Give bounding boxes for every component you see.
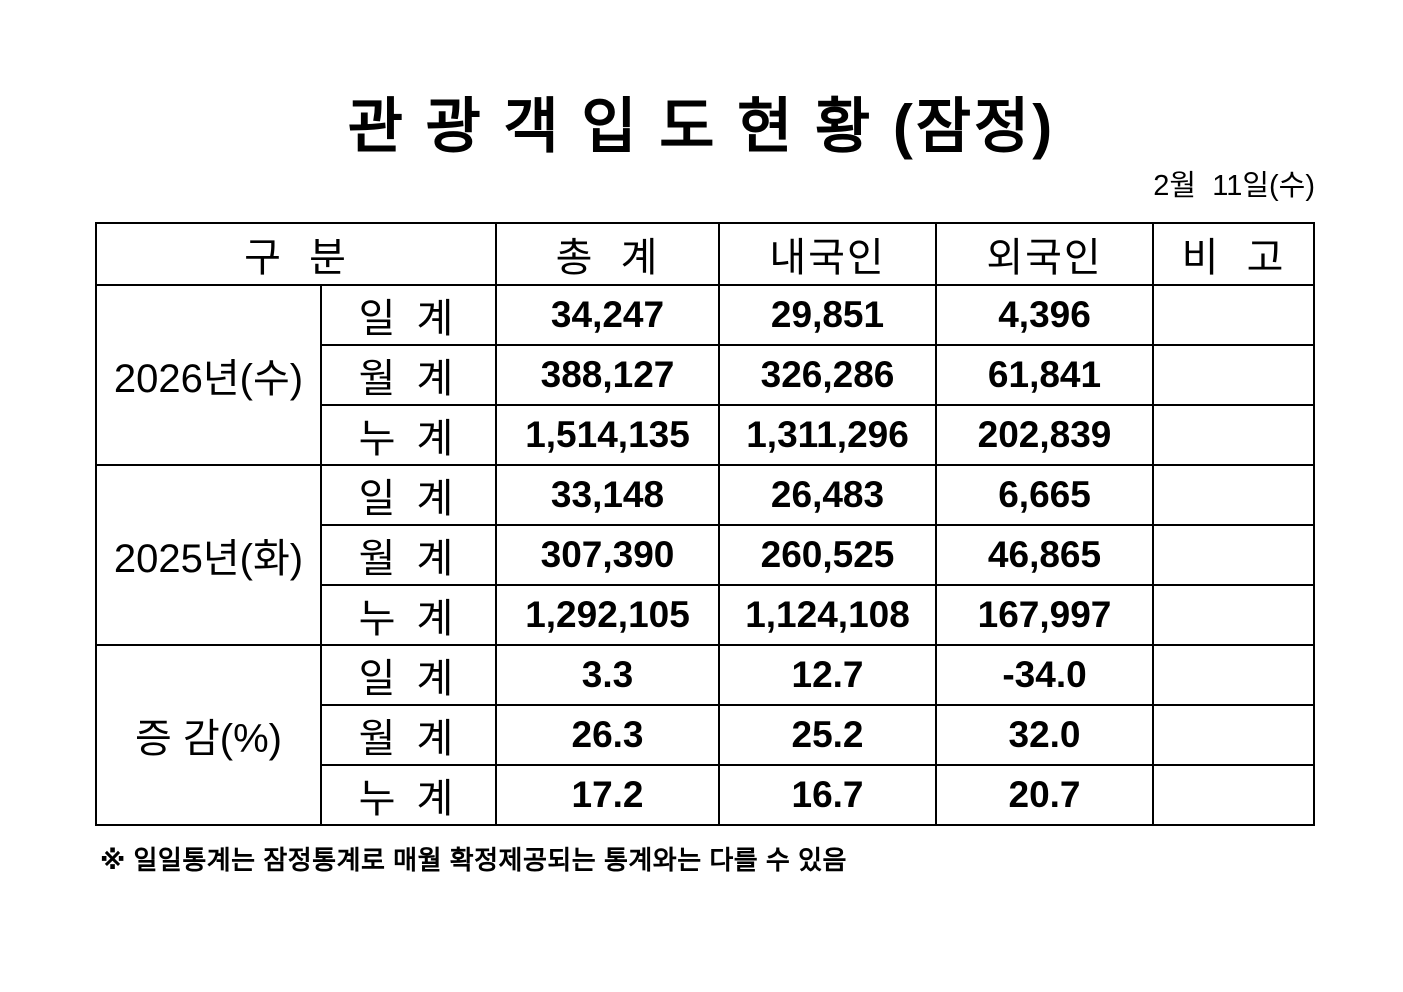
value-domestic: 16.7 — [718, 763, 938, 826]
row-label-daily: 일 계 — [319, 283, 498, 346]
value-total: 3.3 — [495, 643, 721, 706]
group-label-change: 증 감(%) — [95, 643, 322, 826]
group-label-2026: 2026년(수) — [95, 283, 322, 466]
value-domestic: 260,525 — [718, 523, 938, 586]
value-foreign: 46,865 — [935, 523, 1155, 586]
row-label-cumulative: 누 계 — [319, 763, 498, 826]
value-domestic: 26,483 — [718, 463, 938, 526]
value-total: 1,292,105 — [495, 583, 721, 646]
value-total: 1,514,135 — [495, 403, 721, 466]
value-total: 307,390 — [495, 523, 721, 586]
report-date: 2월 11일(수) — [1153, 170, 1315, 202]
value-foreign: 32.0 — [935, 703, 1155, 766]
value-domestic: 326,286 — [718, 343, 938, 406]
header-category: 구 분 — [94, 221, 498, 286]
table-row: 2026년(수) 일 계 34,247 29,851 4,396 — [95, 283, 1316, 466]
value-note — [1152, 643, 1316, 706]
value-note — [1152, 763, 1316, 826]
value-foreign: -34.0 — [935, 643, 1155, 706]
table-row: 월 계 26.3 25.2 32.0 — [96, 703, 1316, 766]
value-domestic: 12.7 — [718, 643, 938, 706]
value-foreign: 61,841 — [935, 343, 1155, 406]
value-note — [1152, 583, 1316, 646]
table-row: 증 감(%) 일 계 3.3 12.7 -34.0 — [95, 643, 1316, 826]
row-label-daily: 일 계 — [319, 643, 498, 706]
table-header-row: 구 분 총 계 내국인 외국인 비 고 — [94, 221, 1316, 286]
table-row: 2025년(화) 일 계 33,148 26,483 6,665 — [95, 463, 1316, 646]
value-note — [1152, 403, 1316, 466]
table-row: 누 계 17.2 16.7 20.7 — [96, 763, 1316, 826]
value-note — [1152, 343, 1316, 406]
header-domestic: 내국인 — [718, 221, 938, 286]
group-label-2025: 2025년(화) — [95, 463, 322, 646]
value-foreign: 167,997 — [935, 583, 1155, 646]
value-foreign: 6,665 — [935, 463, 1155, 526]
value-total: 388,127 — [495, 343, 721, 406]
header-foreign: 외국인 — [935, 221, 1155, 286]
value-note — [1152, 283, 1316, 346]
value-total: 33,148 — [495, 463, 721, 526]
value-total: 34,247 — [495, 283, 721, 346]
value-note — [1152, 463, 1316, 526]
footnote: ※ 일일통계는 잠정통계로 매월 확정제공되는 통계와는 다를 수 있음 — [100, 844, 847, 875]
value-domestic: 29,851 — [718, 283, 938, 346]
value-note — [1152, 703, 1316, 766]
table-row: 누 계 1,292,105 1,124,108 167,997 — [96, 583, 1316, 646]
value-domestic: 25.2 — [718, 703, 938, 766]
value-domestic: 1,124,108 — [718, 583, 938, 646]
value-foreign: 4,396 — [935, 283, 1155, 346]
value-note — [1152, 523, 1316, 586]
row-label-daily: 일 계 — [319, 463, 498, 526]
row-label-monthly: 월 계 — [319, 703, 498, 766]
row-label-cumulative: 누 계 — [319, 583, 498, 646]
table-row: 누 계 1,514,135 1,311,296 202,839 — [96, 403, 1316, 466]
value-total: 17.2 — [495, 763, 721, 826]
value-total: 26.3 — [495, 703, 721, 766]
row-label-monthly: 월 계 — [319, 523, 498, 586]
header-note: 비 고 — [1152, 221, 1316, 286]
table-row: 월 계 388,127 326,286 61,841 — [96, 343, 1316, 406]
tourist-arrival-table: 구 분 총 계 내국인 외국인 비 고 2026년(수) 일 계 34,247 … — [94, 221, 1316, 826]
row-label-cumulative: 누 계 — [319, 403, 498, 466]
value-foreign: 20.7 — [935, 763, 1155, 826]
row-label-monthly: 월 계 — [319, 343, 498, 406]
header-total: 총 계 — [495, 221, 721, 286]
value-domestic: 1,311,296 — [718, 403, 938, 466]
value-foreign: 202,839 — [935, 403, 1155, 466]
table-row: 월 계 307,390 260,525 46,865 — [96, 523, 1316, 586]
page-title: 관 광 객 입 도 현 황 (잠정) — [347, 93, 1056, 160]
